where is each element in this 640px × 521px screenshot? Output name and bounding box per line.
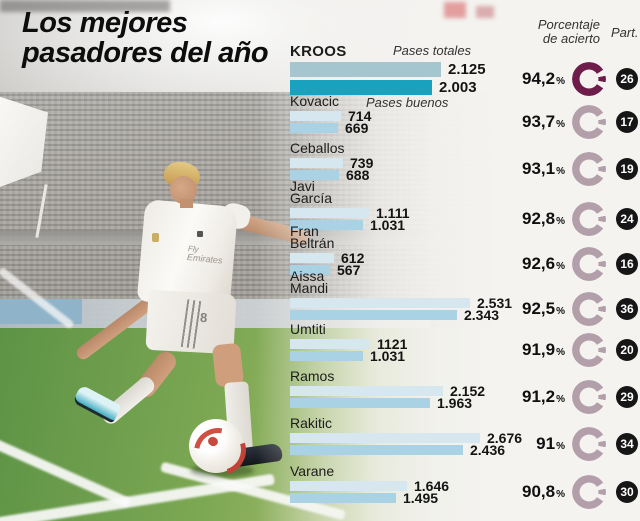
- bar-pases-totales: [290, 339, 370, 349]
- player-name-label: Ceballos: [290, 140, 345, 156]
- value-pases-buenos: 2.003: [439, 79, 477, 96]
- value-pases-totales: 2.152: [450, 383, 486, 399]
- accuracy-percentage: 93,1%: [522, 159, 565, 178]
- bar-pases-buenos: [290, 493, 396, 503]
- matches-badge: 30: [616, 481, 638, 503]
- bar-pases-buenos: [290, 351, 363, 361]
- chart-row-aissa-mandi: Aissa Mandi 2.531 2.343 92,5% 36: [288, 269, 640, 326]
- value-pases-buenos: 669: [345, 120, 369, 136]
- accuracy-donut-icon: [572, 61, 606, 96]
- player-name-label: Varane: [290, 463, 335, 479]
- page-title: Los mejores pasadores del año: [22, 7, 269, 70]
- player-name-label: Kovacic: [290, 93, 340, 109]
- bar-pases-totales: [290, 253, 334, 263]
- bar-pases-totales: [290, 386, 443, 396]
- value-pases-buenos: 2.436: [470, 442, 506, 458]
- accuracy-donut-icon: [572, 105, 606, 139]
- matches-badge: 20: [616, 339, 638, 361]
- matches-badge: 29: [616, 386, 638, 408]
- scoreboard-glow: [476, 6, 494, 18]
- matches-badge: 26: [616, 67, 638, 90]
- accuracy-percentage: 93,7%: [522, 112, 565, 131]
- bar-pases-totales: [290, 111, 341, 121]
- value-pases-totales: 1121: [377, 336, 408, 352]
- value-pases-buenos: 1.031: [370, 217, 406, 233]
- bar-pases-totales: [290, 208, 369, 218]
- accuracy-donut-icon: [572, 333, 606, 367]
- matches-badge: 16: [616, 253, 638, 275]
- header-porcentaje-acierto: Porcentaje de acierto: [537, 17, 600, 46]
- accuracy-percentage: 92,5%: [522, 299, 565, 318]
- value-pases-totales: 714: [348, 108, 372, 124]
- header-partidos: Part.: [611, 25, 639, 40]
- matches-badge: 34: [616, 433, 638, 455]
- accuracy-percentage: 91%: [536, 434, 565, 453]
- player-name-label: Ramos: [290, 368, 335, 384]
- accuracy-donut-icon: [572, 292, 606, 326]
- bar-pases-buenos: [290, 265, 330, 275]
- value-pases-totales: 1.111: [376, 205, 410, 221]
- bar-pases-buenos: [290, 445, 463, 455]
- matches-badge: 24: [616, 208, 638, 230]
- bar-pases-buenos: [290, 220, 363, 230]
- accuracy-percentage: 90,8%: [522, 482, 565, 501]
- bar-pases-totales: [290, 298, 470, 308]
- accuracy-percentage: 92,8%: [522, 209, 565, 228]
- chart-row-kovacic: Kovacic 714 669 93,7% 17: [288, 94, 640, 139]
- chart-row-umtiti: Umtiti 1121 1.031 91,9% 20: [288, 322, 640, 367]
- value-pases-totales: 2.125: [448, 61, 486, 78]
- passers-chart: Pases totales Pases buenos Porcentaje de …: [288, 0, 640, 521]
- matches-badge: 36: [616, 298, 638, 320]
- bar-pases-totales: [290, 158, 343, 168]
- accuracy-donut-icon: [572, 202, 606, 236]
- accuracy-donut-icon: [572, 475, 606, 509]
- value-pases-totales: 612: [341, 250, 365, 266]
- scoreboard-glow: [444, 2, 466, 18]
- bar-pases-buenos: [290, 80, 432, 95]
- chart-row-fran-beltran: Fran Beltrán 612 567 92,6% 16: [288, 224, 640, 281]
- chart-row-kroos: KROOS 2.125 2.003 94,2% 26: [288, 44, 640, 96]
- value-pases-buenos: 1.963: [437, 395, 473, 411]
- chart-row-ceballos: Ceballos 739 688 93,1% 19: [288, 141, 640, 186]
- chart-row-javi-garcia: Javi García 1.111 1.031 92,8% 24: [288, 179, 640, 236]
- accuracy-donut-icon: [572, 247, 606, 281]
- player-name-label: KROOS: [290, 43, 347, 60]
- legend-pases-buenos: Pases buenos: [366, 95, 449, 110]
- accuracy-donut-icon: [572, 152, 606, 186]
- accuracy-donut-icon: [572, 380, 606, 414]
- bar-pases-buenos: [290, 170, 339, 180]
- chart-row-varane: Varane 1.646 1.495 90,8% 30: [288, 464, 640, 509]
- value-pases-buenos: 567: [337, 262, 361, 278]
- bar-pases-buenos: [290, 310, 457, 320]
- accuracy-donut-icon: [572, 427, 606, 461]
- player-name-label: Aissa Mandi: [290, 268, 329, 296]
- bar-pases-buenos: [290, 123, 338, 133]
- value-pases-buenos: 2.343: [464, 307, 500, 323]
- accuracy-percentage: 92,6%: [522, 254, 565, 273]
- bar-pases-totales: [290, 62, 441, 77]
- chart-row-rakitic: Rakitic 2.676 2.436 91% 34: [288, 416, 640, 461]
- value-pases-buenos: 1.495: [403, 490, 439, 506]
- value-pases-totales: 2.676: [487, 430, 523, 446]
- matches-badge: 19: [616, 158, 638, 180]
- matches-badge: 17: [616, 111, 638, 133]
- bar-pases-totales: [290, 481, 407, 491]
- player-name-label: Javi García: [290, 178, 333, 206]
- player-name-label: Fran Beltrán: [290, 223, 335, 251]
- legend-pases-totales: Pases totales: [393, 43, 472, 58]
- value-pases-buenos: 1.031: [370, 348, 406, 364]
- value-pases-totales: 739: [350, 155, 374, 171]
- chart-row-ramos: Ramos 2.152 1.963 91,2% 29: [288, 369, 640, 414]
- accuracy-percentage: 91,9%: [522, 340, 565, 359]
- player-name-label: Rakitic: [290, 415, 333, 431]
- value-pases-buenos: 688: [346, 167, 370, 183]
- value-pases-totales: 2.531: [477, 295, 513, 311]
- bar-pases-buenos: [290, 398, 430, 408]
- accuracy-percentage: 91,2%: [522, 387, 565, 406]
- accuracy-percentage: 94,2%: [522, 68, 565, 88]
- player-name-label: Umtiti: [290, 321, 326, 337]
- bar-pases-totales: [290, 433, 480, 443]
- value-pases-totales: 1.646: [414, 478, 450, 494]
